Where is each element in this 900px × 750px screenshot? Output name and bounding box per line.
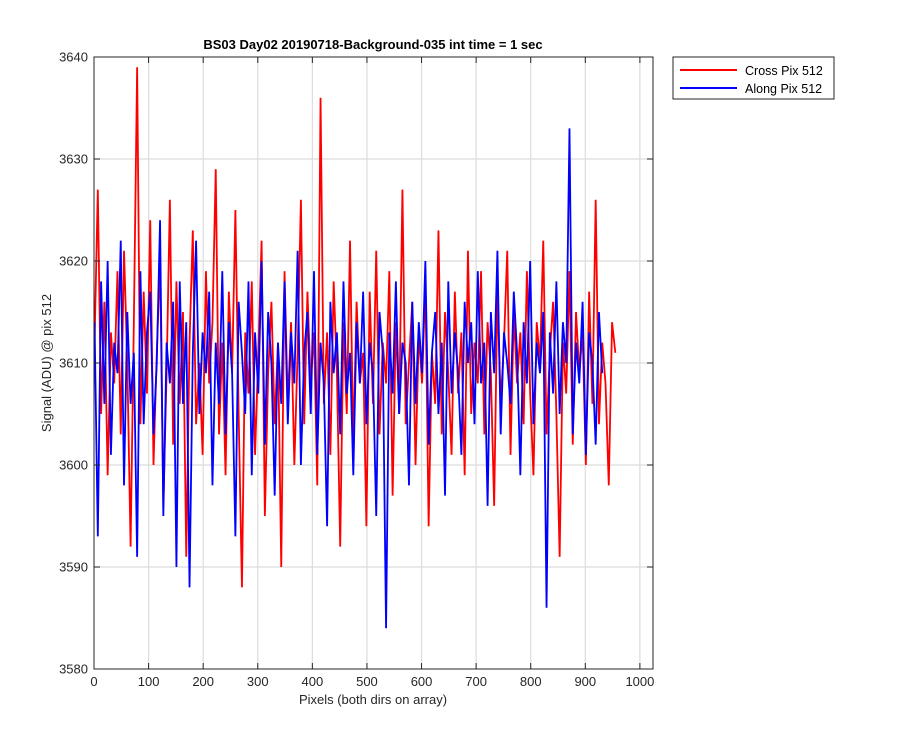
x-tick-label: 100 <box>138 674 160 689</box>
y-tick-label: 3640 <box>59 50 88 65</box>
x-axis-ticks: 0 100 200 300 400 500 600 700 800 900 1000 <box>90 57 654 689</box>
x-tick-label: 300 <box>247 674 269 689</box>
y-axis-label: Signal (ADU) @ pix 512 <box>39 294 54 432</box>
y-tick-label: 3610 <box>59 356 88 371</box>
x-tick-label: 200 <box>192 674 214 689</box>
y-axis-ticks: 3580 3590 3600 3610 3620 3630 3640 <box>59 50 653 677</box>
x-axis-label: Pixels (both dirs on array) <box>299 692 447 707</box>
legend[interactable]: Cross Pix 512 Along Pix 512 <box>672 56 835 100</box>
x-tick-label: 400 <box>302 674 324 689</box>
x-tick-label: 900 <box>574 674 596 689</box>
x-tick-label: 0 <box>90 674 97 689</box>
y-tick-label: 3600 <box>59 458 88 473</box>
series-line-along-pix-512 <box>93 128 604 629</box>
y-tick-label: 3630 <box>59 152 88 167</box>
y-tick-label: 3620 <box>59 254 88 269</box>
chart-title: BS03 Day02 20190718-Background-035 int t… <box>203 37 542 52</box>
x-tick-label: 500 <box>356 674 378 689</box>
y-tick-label: 3580 <box>59 662 88 677</box>
x-tick-label: 800 <box>520 674 542 689</box>
legend-box <box>672 56 835 100</box>
legend-label-cross: Cross Pix 512 <box>745 64 823 78</box>
x-tick-label: 700 <box>465 674 487 689</box>
series-layer <box>93 67 617 629</box>
legend-label-along: Along Pix 512 <box>745 82 822 96</box>
x-tick-label: 600 <box>411 674 433 689</box>
x-tick-label: 1000 <box>625 674 654 689</box>
y-tick-label: 3590 <box>59 560 88 575</box>
